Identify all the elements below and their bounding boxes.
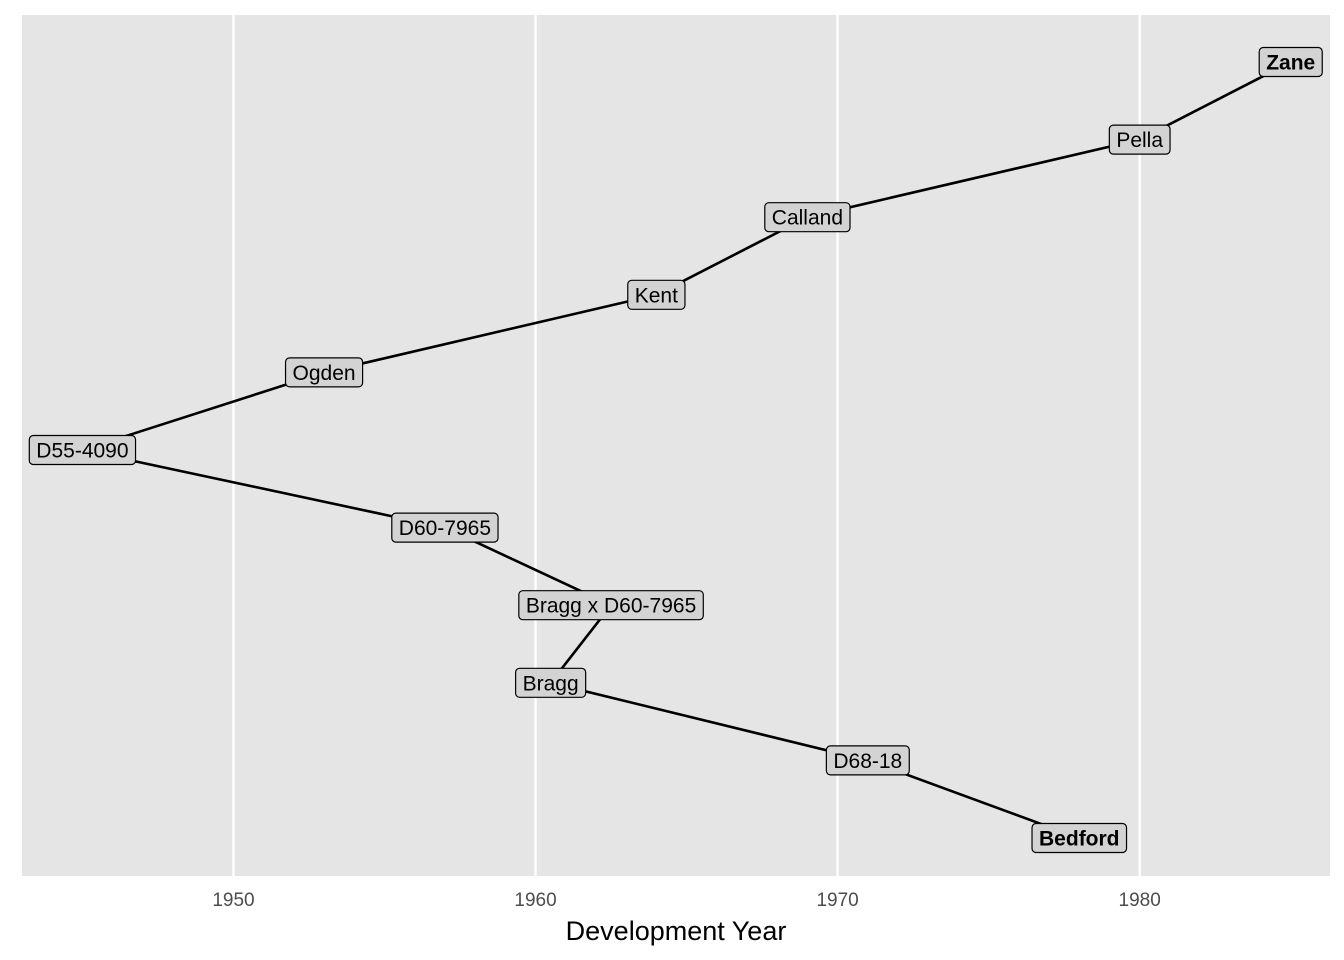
node-label-box	[825, 745, 910, 776]
node-label-text: Zane	[1266, 52, 1315, 75]
edge-pella-to-calland	[807, 138, 1140, 219]
plot-panel	[22, 15, 1330, 876]
x-tick-label-1980: 1980	[1119, 890, 1161, 911]
node-label-text: Bragg x D60-7965	[526, 595, 696, 618]
node-label-text: Bedford	[1039, 828, 1120, 851]
node-label-text: D60-7965	[399, 517, 491, 540]
edge-bragg-to-d68-18	[550, 681, 869, 762]
node-label-box	[515, 667, 587, 698]
node-label: Bedford	[1031, 822, 1128, 854]
node-label-text: D55-4090	[36, 440, 128, 463]
node-label: Bragg	[515, 667, 587, 698]
node-label: D60-7965	[391, 512, 499, 543]
node-label-text: Bragg	[523, 672, 579, 695]
node-label-box	[518, 590, 704, 621]
node-label-box	[284, 357, 364, 388]
node-label-box	[764, 202, 851, 233]
grid-lines	[232, 15, 1141, 876]
x-axis-label: Development Year	[566, 916, 787, 946]
node-label-text: Calland	[772, 207, 843, 230]
x-axis-ticks: 1950 1960 1970 1980	[212, 890, 1161, 911]
node-label-text: D68-18	[833, 750, 902, 773]
node-label-box	[627, 279, 686, 310]
node-label-box	[1108, 124, 1171, 155]
node-label: Zane	[1258, 46, 1323, 78]
edge-kent-to-ogden	[323, 293, 657, 374]
node-label: Ogden	[284, 357, 364, 388]
node-label: D55-4090	[28, 434, 137, 466]
node-label: Calland	[764, 202, 851, 233]
x-tick-label-1970: 1970	[816, 890, 858, 911]
x-tick-label-1960: 1960	[514, 890, 556, 911]
node-label-text: Ogden	[293, 362, 356, 385]
node-label-box	[1258, 46, 1323, 78]
node-labels: Zane Pella Calland Kent Ogden D55-4090 D60-796…	[28, 46, 1323, 854]
node-label: Bragg x D60-7965	[518, 590, 704, 621]
node-label-box	[1031, 822, 1128, 854]
node-label-text: Pella	[1116, 129, 1163, 152]
node-label-box	[28, 434, 137, 466]
x-tick-label-1950: 1950	[212, 890, 254, 911]
node-label: Kent	[627, 279, 686, 310]
node-label-text: Kent	[635, 284, 678, 307]
node-label: Pella	[1108, 124, 1171, 155]
node-label: D68-18	[825, 745, 910, 776]
edge-d55-4090-to-d60-7965	[82, 448, 446, 529]
node-label-box	[391, 512, 499, 543]
